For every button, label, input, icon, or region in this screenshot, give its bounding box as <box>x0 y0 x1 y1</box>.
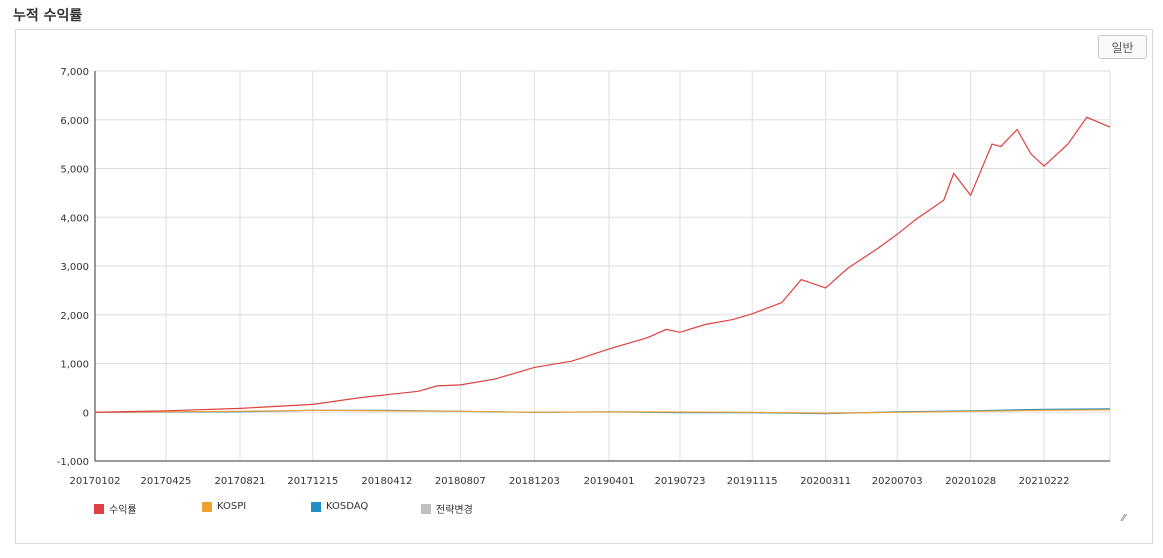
x-tick-label: 20171215 <box>287 476 338 487</box>
legend-label: KOSDAQ <box>326 501 369 512</box>
x-tick-label: 20180412 <box>361 476 412 487</box>
x-tick-label: 20200703 <box>872 476 923 487</box>
y-tick-label: 7,000 <box>60 67 89 78</box>
legend-label: 수익률 <box>109 505 137 516</box>
x-tick-label: 20201028 <box>945 476 996 487</box>
legend-item[interactable]: KOSDAQ <box>311 501 368 512</box>
page-title: 누적 수익률 <box>13 8 83 24</box>
legend-swatch <box>421 503 431 514</box>
chart-panel <box>15 29 1153 544</box>
y-tick-label: 2,000 <box>60 311 89 322</box>
y-tick-label: 0 <box>83 408 89 419</box>
x-tick-label: 20170821 <box>215 476 266 487</box>
x-tick-label: 20190401 <box>584 476 635 487</box>
y-tick-label: 5,000 <box>60 165 89 176</box>
x-tick-label: 20210222 <box>1019 476 1070 487</box>
x-tick-label: 20170102 <box>70 476 121 487</box>
legend-label: 전략변경 <box>436 505 473 516</box>
y-tick-label: 6,000 <box>60 116 89 127</box>
x-tick-label: 20190723 <box>655 476 706 487</box>
legend-item[interactable]: KOSPI <box>202 501 246 512</box>
x-tick-label: 20180807 <box>435 476 486 487</box>
view-mode-button[interactable]: 일반 <box>1098 35 1147 59</box>
y-tick-label: -1,000 <box>57 457 89 468</box>
legend-item[interactable]: 전략변경 <box>421 501 473 516</box>
series-line-return <box>94 116 1111 413</box>
y-tick-label: 4,000 <box>60 213 89 224</box>
series-line-kospi <box>94 409 1111 414</box>
legend-item[interactable]: 수익률 <box>94 501 137 516</box>
legend-swatch <box>202 501 212 512</box>
legend-swatch <box>311 501 321 512</box>
x-tick-label: 20181203 <box>509 476 560 487</box>
y-tick-label: 1,000 <box>60 360 89 371</box>
legend-swatch <box>94 503 104 514</box>
y-tick-label: 3,000 <box>60 262 89 273</box>
x-tick-label: 20200311 <box>800 476 851 487</box>
x-tick-label: 20170425 <box>140 476 191 487</box>
x-tick-label: 20191115 <box>727 476 778 487</box>
legend-label: KOSPI <box>217 501 247 512</box>
resize-handle-icon[interactable]: ⁄⁄ <box>1122 513 1126 524</box>
